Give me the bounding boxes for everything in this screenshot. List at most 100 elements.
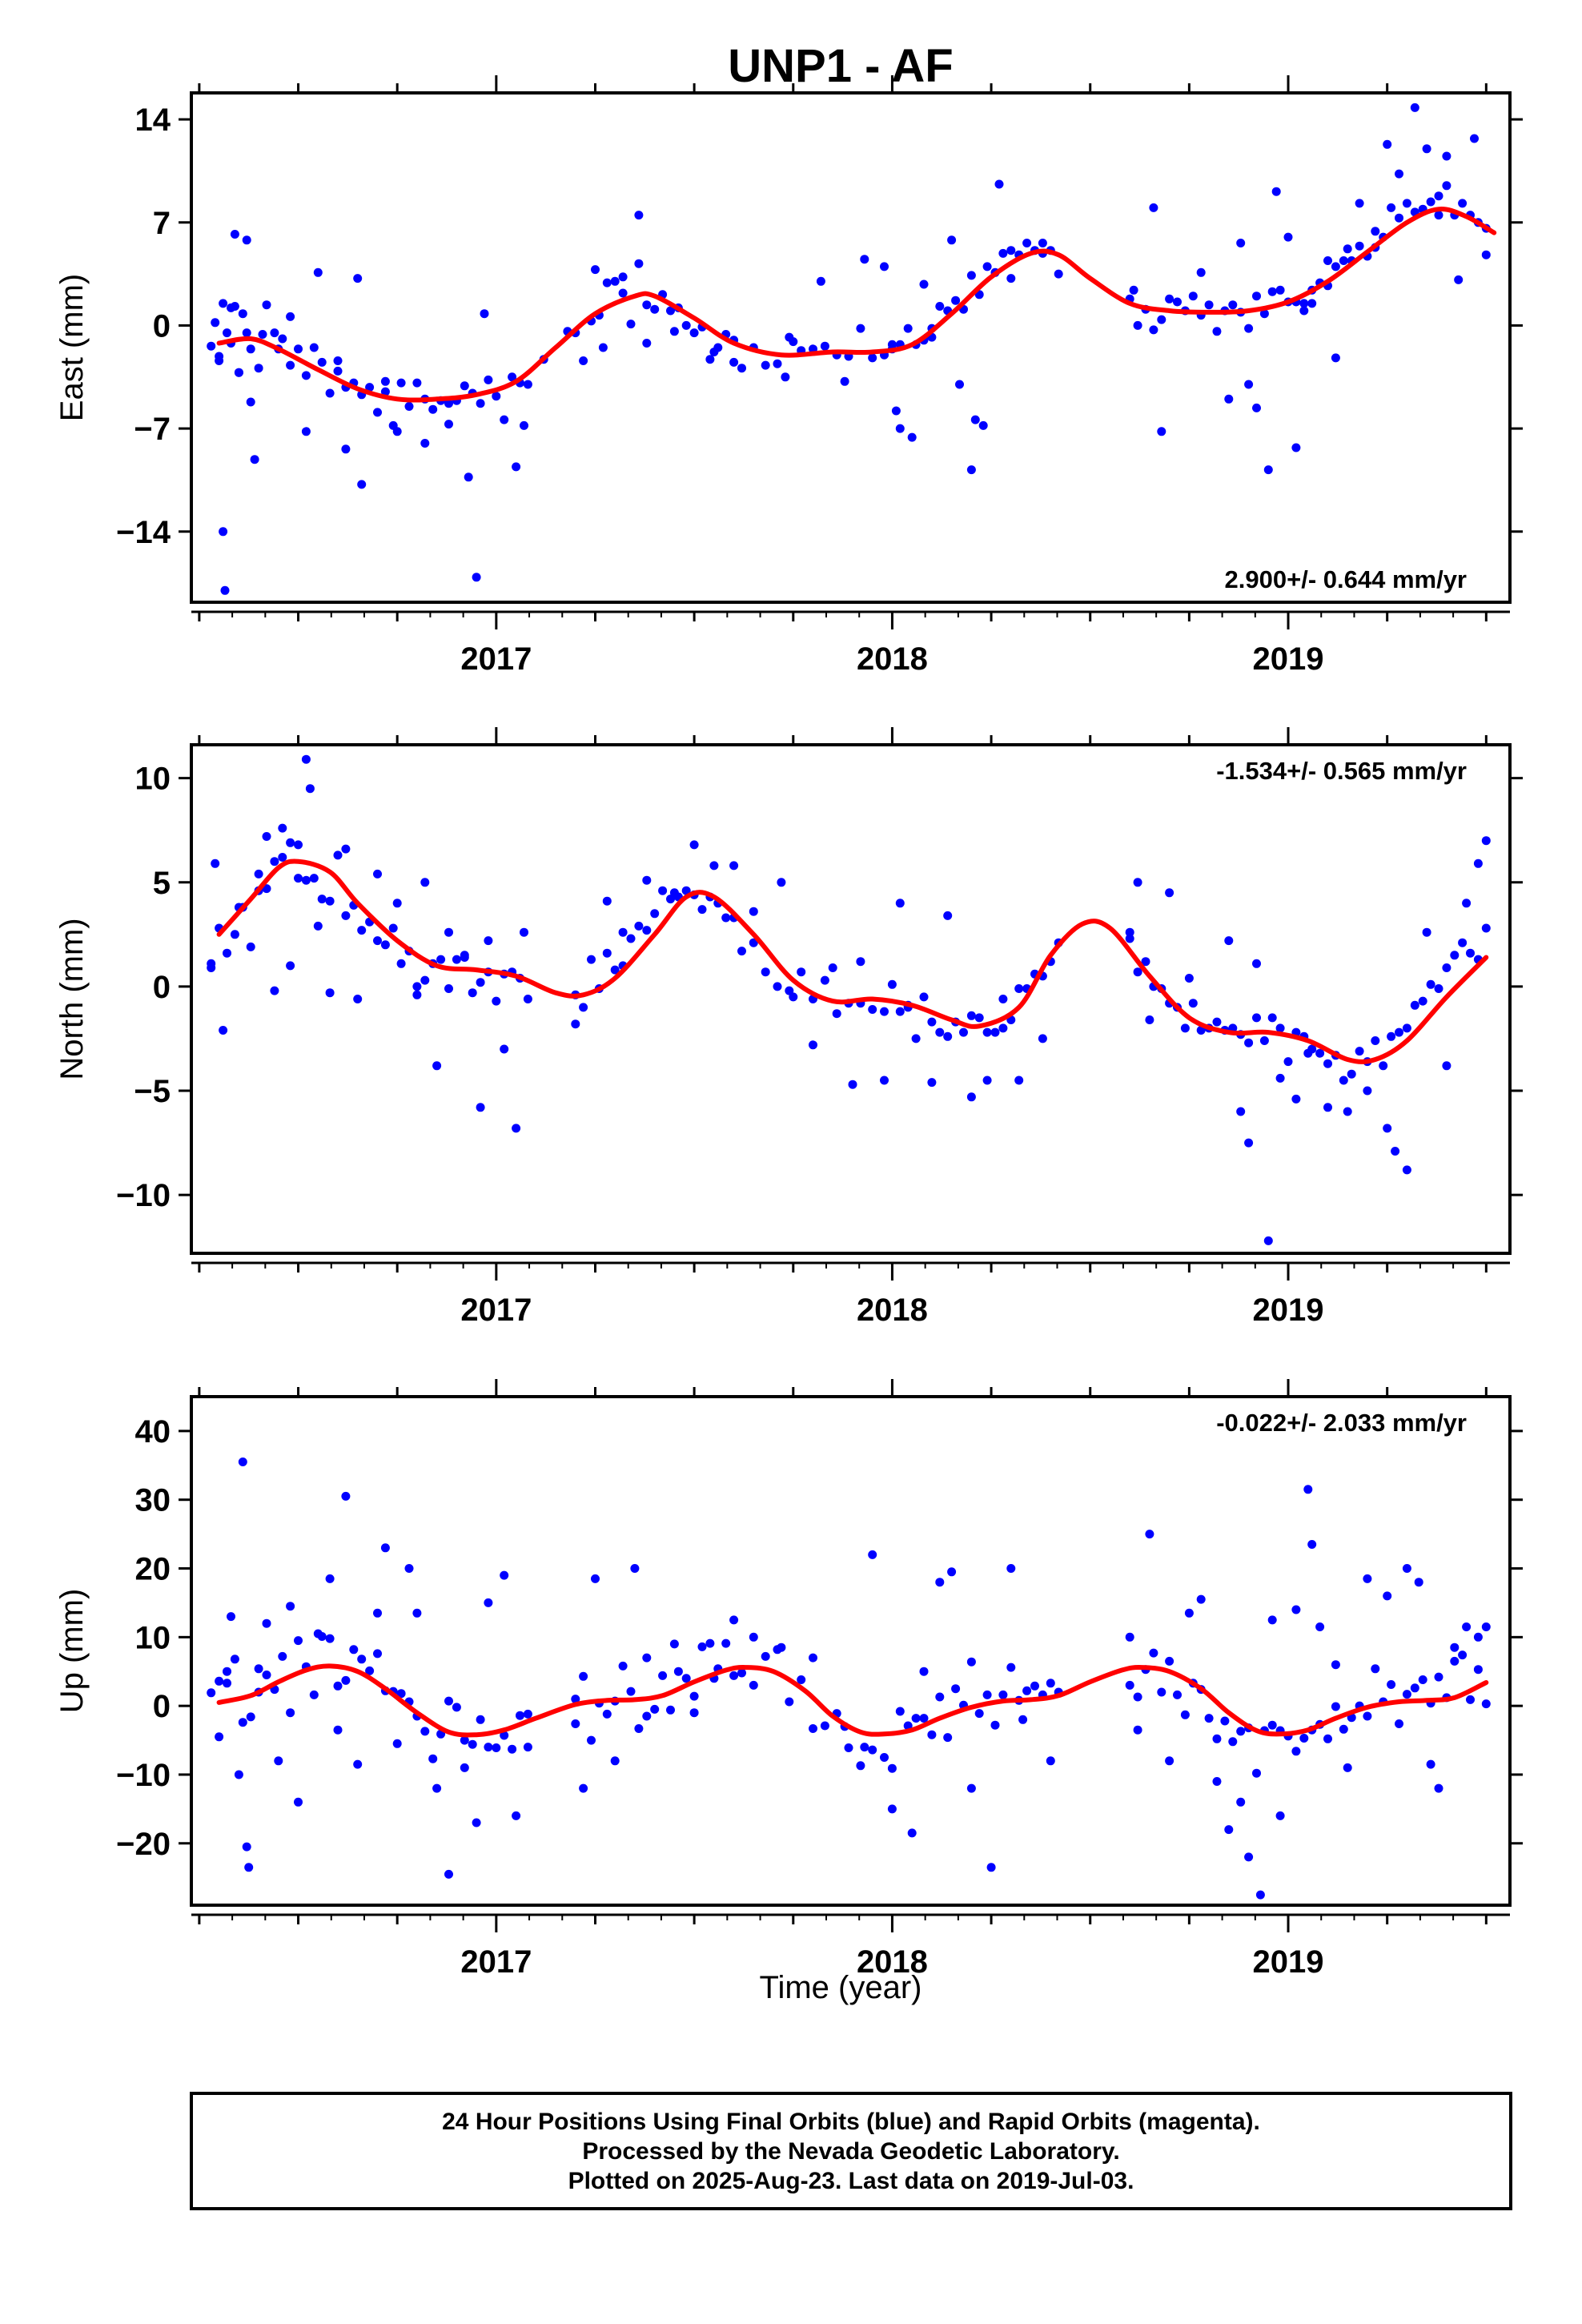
- data-point: [1125, 1680, 1134, 1690]
- data-point: [610, 965, 620, 975]
- data-point: [1418, 1675, 1427, 1684]
- data-point: [1244, 1038, 1254, 1047]
- data-point: [634, 259, 644, 268]
- data-point: [1410, 103, 1419, 112]
- data-point: [1149, 203, 1158, 212]
- data-point: [1224, 1825, 1234, 1835]
- y-tick-label: 0: [153, 970, 171, 1005]
- data-point: [681, 886, 691, 895]
- y-tick-label: −14: [116, 515, 171, 550]
- data-point: [1259, 1036, 1269, 1045]
- data-point: [689, 840, 699, 850]
- data-point: [785, 986, 794, 995]
- data-point: [1275, 1023, 1285, 1033]
- x-tick-label: 2018: [857, 1293, 928, 1328]
- data-point: [396, 378, 406, 388]
- data-point: [610, 276, 620, 286]
- data-point: [1434, 1783, 1443, 1793]
- data-point: [951, 1684, 961, 1694]
- data-point: [1291, 1747, 1301, 1756]
- data-point: [353, 274, 363, 283]
- data-point: [1275, 1811, 1285, 1820]
- data-point: [294, 1797, 303, 1807]
- data-point: [373, 1649, 382, 1659]
- data-point: [571, 1019, 580, 1029]
- footer-line-1: 24 Hour Positions Using Final Orbits (bl…: [442, 2108, 1260, 2135]
- data-point: [1018, 1715, 1028, 1724]
- data-point: [428, 404, 438, 414]
- up-panel: 2017 2018 2019 40 30 20 10 0 −10 −20 Up (mm) -0.022…: [54, 1379, 1523, 1980]
- data-point: [994, 179, 1004, 189]
- data-point: [1458, 1651, 1468, 1660]
- velocity-label: 2.900+/- 0.644 mm/yr: [1225, 565, 1467, 593]
- y-tick-label: 10: [135, 762, 171, 797]
- data-point: [1267, 1615, 1277, 1625]
- data-point: [1133, 320, 1142, 330]
- data-point: [895, 1007, 905, 1016]
- data-point: [1030, 1681, 1039, 1691]
- data-point: [333, 366, 343, 376]
- data-point: [1315, 1048, 1325, 1058]
- data-point: [579, 1671, 588, 1681]
- data-point: [809, 1040, 817, 1050]
- data-point: [325, 388, 335, 398]
- data-point: [286, 1602, 295, 1611]
- data-point: [816, 276, 825, 286]
- data-point: [365, 1666, 375, 1675]
- data-point: [689, 328, 699, 338]
- data-point: [1255, 1890, 1265, 1900]
- data-point: [974, 1709, 984, 1719]
- data-point: [1387, 203, 1396, 212]
- data-point: [392, 899, 402, 908]
- data-point: [1442, 1061, 1452, 1071]
- data-point: [749, 938, 758, 947]
- data-point: [270, 328, 279, 338]
- data-point: [587, 1735, 596, 1745]
- data-point: [630, 1564, 640, 1573]
- data-point: [392, 1739, 402, 1748]
- data-point: [1014, 984, 1024, 993]
- data-point: [840, 376, 849, 386]
- data-point: [868, 353, 877, 363]
- x-tick-label: 2017: [460, 641, 532, 677]
- data-point: [1481, 250, 1491, 259]
- data-point: [1125, 927, 1134, 937]
- data-point: [373, 408, 382, 417]
- data-point: [301, 875, 311, 885]
- data-point: [1046, 1756, 1055, 1766]
- data-point: [215, 356, 224, 365]
- data-point: [294, 840, 303, 850]
- y-tick-label: 0: [153, 1689, 171, 1724]
- data-point: [219, 1026, 228, 1035]
- data-point: [982, 262, 992, 271]
- data-point: [1371, 227, 1380, 236]
- data-point: [666, 306, 675, 316]
- data-point: [868, 1745, 877, 1755]
- data-point: [1323, 1103, 1332, 1112]
- data-point: [468, 1739, 477, 1749]
- y-axis-label: East (mm): [54, 274, 90, 421]
- data-point: [935, 1692, 945, 1702]
- data-point: [262, 832, 271, 841]
- data-point: [420, 439, 430, 448]
- data-point: [773, 1645, 782, 1655]
- data-point: [1145, 1530, 1154, 1539]
- data-point: [947, 1567, 957, 1577]
- data-point: [1402, 1564, 1411, 1573]
- data-point: [278, 334, 287, 344]
- data-point: [286, 360, 295, 370]
- data-point: [523, 1743, 532, 1752]
- data-point: [313, 921, 323, 931]
- data-point: [1196, 267, 1206, 277]
- data-point: [1267, 1720, 1277, 1730]
- data-point: [1315, 1622, 1325, 1631]
- data-point: [313, 267, 323, 277]
- data-point: [1165, 888, 1174, 898]
- data-point: [1275, 285, 1285, 295]
- data-point: [1371, 1036, 1380, 1045]
- data-point: [1236, 1797, 1246, 1807]
- data-point: [820, 975, 829, 985]
- data-point: [1473, 1665, 1483, 1675]
- data-point: [919, 1714, 929, 1723]
